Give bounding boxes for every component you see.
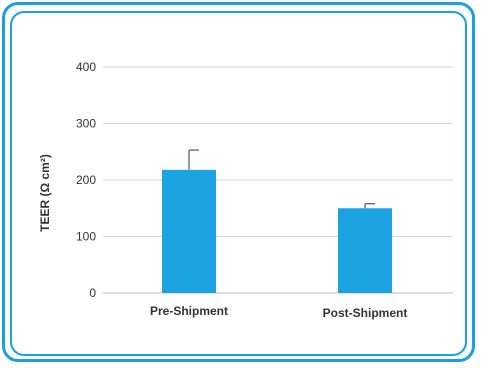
y-axis-label: TEER (Ω cm²)	[38, 154, 52, 232]
inner-border-frame	[10, 11, 467, 356]
y-tick-label: 400	[76, 60, 96, 74]
y-tick-label: 300	[76, 117, 96, 131]
y-tick-label: 100	[76, 230, 96, 244]
y-tick-label: 200	[76, 173, 96, 187]
gridlines	[103, 66, 453, 294]
bar-pre-shipment	[162, 169, 216, 293]
x-tick-labels: Pre-Shipment Post-Shipment	[150, 304, 407, 320]
bars	[162, 149, 392, 293]
x-tick-label: Pre-Shipment	[150, 304, 228, 318]
bar-post-shipment	[338, 208, 392, 293]
x-tick-label: Post-Shipment	[323, 306, 408, 320]
y-tick-labels: 0 100 200 300 400	[76, 60, 96, 300]
y-tick-label: 0	[89, 286, 96, 300]
